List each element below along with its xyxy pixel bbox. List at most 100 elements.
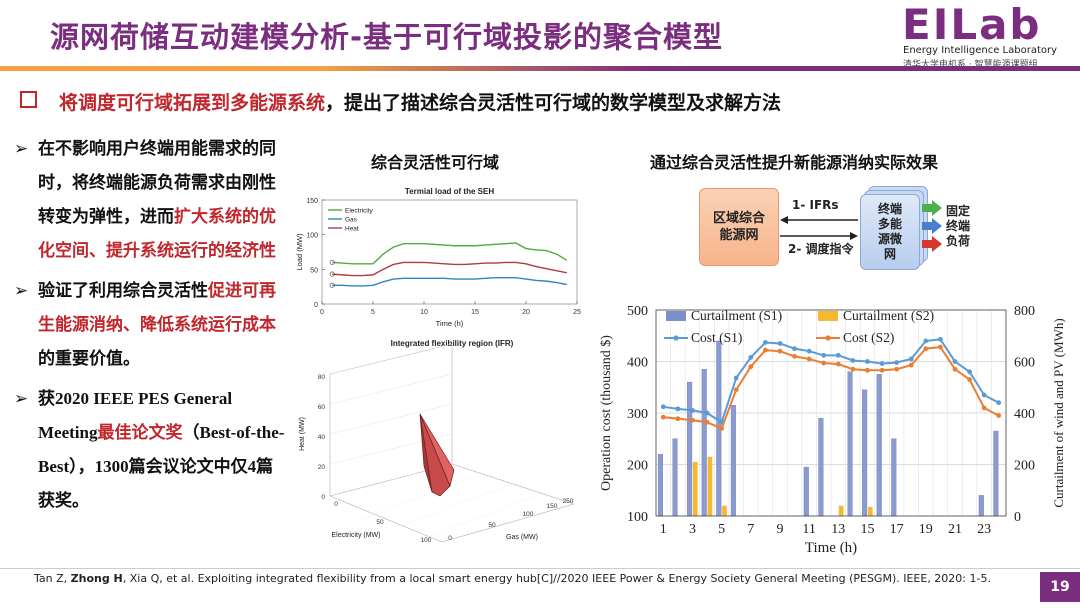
bullet-point-1: ➢ 在不影响用户终端用能需求的同时，将终端能源负荷需求由刚性转变为弹性，进而扩大… (14, 132, 289, 268)
series-point (762, 340, 768, 345)
logo-wordmark: EILab (902, 0, 1042, 49)
bullet-text-end: 的重要价值。 (38, 349, 140, 369)
load-arrows (922, 200, 942, 252)
terminal-microgrid-box: 终端 多能 源微 网 (860, 194, 920, 270)
legend-label: Curtailment (S2) (843, 308, 934, 323)
legend-label: Electricity (345, 208, 374, 215)
x-axis-label: Time (h) (436, 319, 464, 328)
x-tick-label: 9 (776, 522, 783, 537)
bullet-emphasis: 促进可再生能源消纳、降低系统运行成本 (38, 281, 276, 335)
bullet-emphasis: 最佳论文奖 (97, 423, 183, 443)
legend-label: Curtailment (S1) (691, 308, 782, 323)
series-point (748, 364, 754, 370)
y-tick-label: 200 (627, 459, 648, 474)
y-tick-label: 150 (547, 503, 558, 510)
series-point (981, 392, 987, 398)
y-tick-label: 0 (448, 535, 452, 542)
award-name: Best-of-the-Best (38, 423, 285, 476)
regional-energy-network-box: 区域综合 能源网 (699, 188, 779, 266)
ifr-face-back (419, 413, 433, 493)
plot-frame (321, 199, 578, 305)
series-point (908, 362, 914, 368)
y-tick-label: 100 (523, 511, 534, 518)
series-point (762, 347, 768, 353)
title-rule (0, 66, 1080, 71)
bar-curtailment-s2 (692, 461, 698, 516)
bullet-point-3: ➢ 获2020 IEEE PES General Meeting最佳论文奖（Be… (14, 382, 289, 518)
x-tick-label: 3 (689, 522, 696, 537)
series-point (835, 361, 841, 367)
series-point (690, 408, 695, 413)
terminal-load-chart: Termial load of the SEH 0 5 10 15 20 25 0 50 100 1… (295, 187, 581, 328)
series-start-marker (329, 271, 335, 277)
series-point (967, 377, 972, 382)
series-point (908, 356, 914, 362)
headline-emphasis: 将调度可行域拓展到多能源系统 (59, 92, 326, 114)
x-axis-label: Time (h) (805, 540, 857, 556)
y-tick-label: 250 (563, 498, 574, 505)
footer-rule (0, 568, 1080, 569)
grid-line (419, 493, 543, 540)
x-tick-label: 100 (421, 537, 432, 544)
series-point (704, 410, 710, 416)
y-tick-label: 50 (488, 522, 496, 529)
series-point (850, 366, 856, 372)
page-number: 19 (1040, 572, 1080, 602)
y2-tick-label: 0 (1014, 510, 1021, 525)
series-start-marker (329, 282, 335, 288)
box-edge (441, 503, 575, 543)
y-axis-label: Load (MW) (295, 233, 304, 271)
bullet-text: 篇会议论文中仅 (128, 457, 248, 477)
z-tick-label: 20 (318, 464, 326, 471)
citation-text: Tan Z, (34, 572, 71, 585)
y-axis-label: Operation cost (thousand $) (599, 335, 614, 491)
citation: Tan Z, Zhong H, Xia Q, et al. Exploiting… (34, 572, 991, 585)
y-tick-label: 500 (627, 304, 648, 319)
bar-curtailment-s2 (722, 505, 727, 516)
series-point (777, 341, 783, 346)
arrow-bullet-icon: ➢ (14, 139, 29, 159)
headline-rest: ，提出了描述综合灵活性可行域的数学模型及求解方法 (325, 92, 782, 114)
series-line-cost--s1- (663, 338, 1000, 424)
x-tick-label: 7 (747, 522, 754, 537)
bar-curtailment-s2 (838, 505, 844, 516)
left-bullets: ➢ 在不影响用户终端用能需求的同时，将终端能源负荷需求由刚性转变为弹性，进而扩大… (14, 132, 289, 524)
series-point (733, 387, 739, 393)
award-count: 4 (247, 457, 257, 476)
slide-title: 源网荷储互动建模分析-基于可行域投影的聚合模型 (50, 20, 724, 54)
grid-line (329, 343, 453, 375)
fixed-load-label: 固定 终端 负荷 (946, 204, 971, 248)
z-tick-label: 0 (321, 494, 325, 501)
x-tick-label: 10 (420, 309, 428, 316)
series-point (894, 366, 900, 372)
y-tick-label: 150 (306, 198, 318, 205)
series-point (792, 346, 797, 352)
y-tick-label: 0 (314, 302, 318, 309)
series-point (806, 356, 812, 362)
series-point (835, 352, 841, 358)
x-tick-label: 19 (919, 522, 933, 537)
grid-line (329, 373, 453, 405)
grid-line (329, 403, 453, 435)
bullet-emphasis: 扩大系统的优化空间、提升系统运行的经济性 (38, 207, 276, 261)
series-point (821, 360, 827, 366)
series-point (806, 348, 812, 354)
y-axis-label: Gas (MW) (506, 534, 538, 541)
bar-curtailment-s2 (707, 456, 713, 516)
bar-curtailment-s1 (876, 374, 882, 517)
bullet-text: 获 (38, 389, 55, 409)
x-tick-label: 11 (802, 522, 815, 537)
bar-curtailment-s1 (672, 438, 678, 517)
series-point (952, 359, 958, 364)
bullet-point-2: ➢ 验证了利用综合灵活性促进可再生能源消纳、降低系统运行成本的重要价值。 (14, 274, 289, 376)
series-point (937, 344, 943, 350)
series-point (937, 336, 943, 342)
y-tick-label: 300 (627, 407, 648, 422)
interaction-diagram: 区域综合 能源网 终端 多能 源微 网 1- IFRs 2- 调度指令 固定 终… (690, 184, 990, 274)
series-point (981, 405, 987, 411)
x-tick-label: 15 (860, 522, 874, 537)
headline: 将调度可行域拓展到多能源系统，提出了描述综合灵活性可行域的数学模型及求解方法 (20, 88, 781, 115)
bar-curtailment-s1 (978, 495, 984, 517)
citation-text-rest: , Xia Q, et al. Exploiting integrated fl… (122, 572, 991, 585)
